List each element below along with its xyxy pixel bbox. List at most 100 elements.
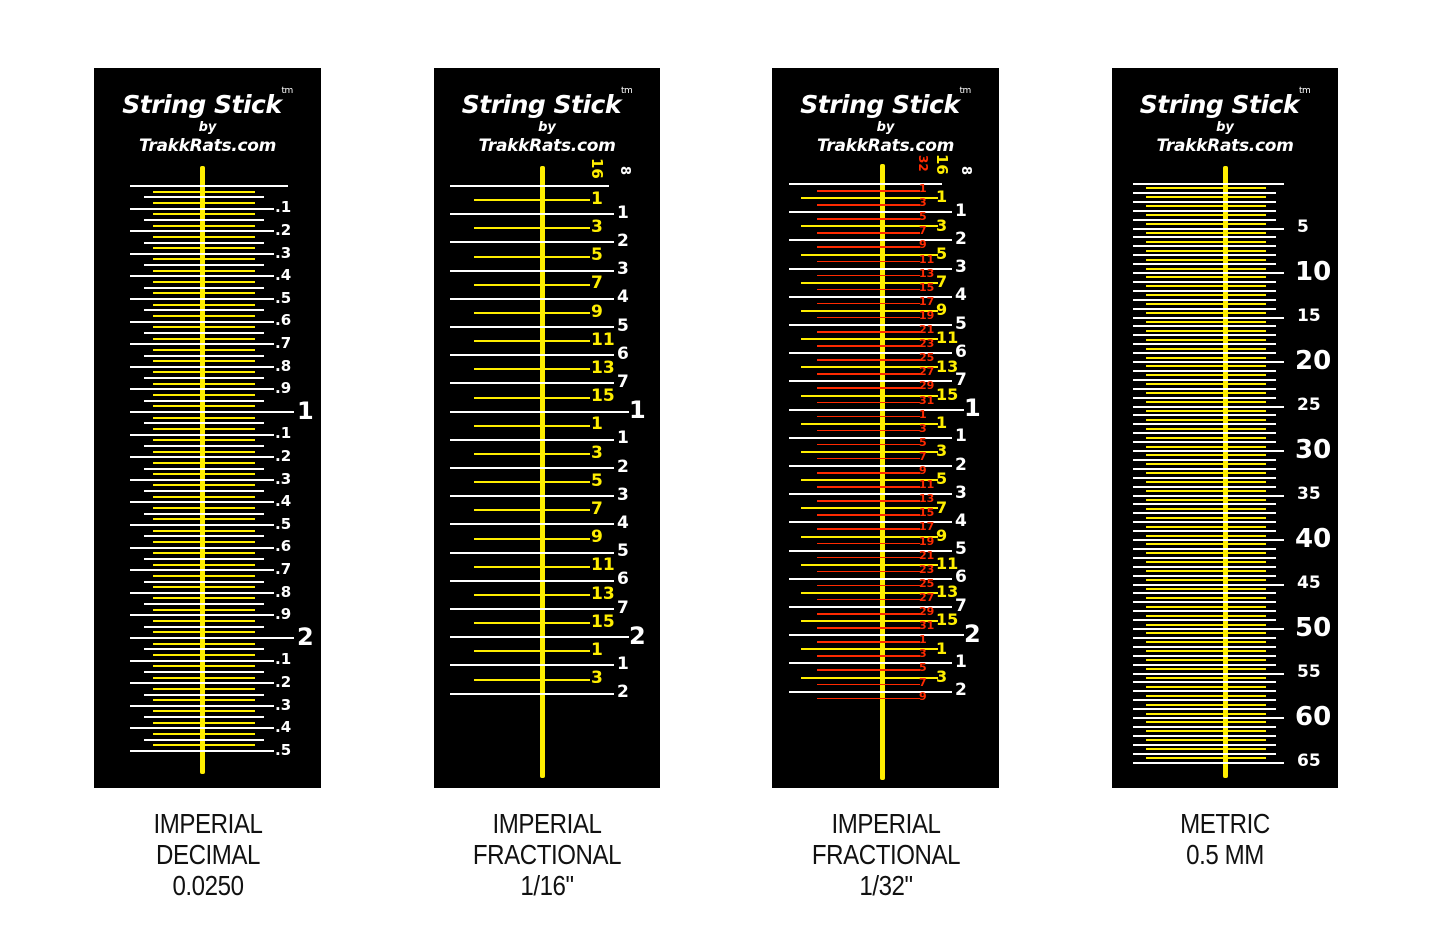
mm-tick: [1133, 414, 1276, 417]
fortieth-tick: [153, 201, 255, 204]
twentieth-tick: [144, 512, 264, 515]
half-mm-tick: [1146, 498, 1266, 501]
sixteenth-tick: [801, 309, 938, 312]
half-mm-tick: [1146, 214, 1266, 217]
sixteenth-tick: [801, 535, 938, 538]
half-mm-tick: [1146, 276, 1266, 279]
half-mm-tick: [1146, 712, 1266, 715]
sixteenth-label: 15: [591, 611, 615, 632]
thirtysecond-label: 17: [919, 520, 935, 534]
thirtysecond-tick: [817, 472, 920, 474]
mm-tick: [1133, 636, 1276, 639]
brand-by: by: [198, 120, 217, 135]
eighth-label: 5: [955, 313, 967, 334]
thirtysecond-label: 21: [919, 323, 935, 336]
sixteenth-tick: [474, 593, 590, 596]
mm-tick: [1133, 690, 1276, 693]
eighth-label: 3: [617, 259, 629, 280]
sixteenth-label: 1: [936, 187, 948, 207]
fortieth-tick: [153, 733, 255, 736]
twentieth-tick: [144, 309, 264, 312]
eighth-label: 7: [617, 597, 629, 618]
tenth-label: .7: [275, 333, 292, 352]
eighth-tick: [450, 608, 614, 610]
thirtysecond-tick: [817, 570, 920, 573]
mm-tick: [1133, 432, 1276, 435]
fortieth-tick: [153, 461, 255, 464]
eighth-tick: [450, 579, 614, 582]
half-mm-tick: [1146, 338, 1266, 341]
tenth-tick: [130, 388, 274, 391]
half-mm-tick: [1146, 668, 1266, 671]
eighth-tick: [450, 326, 614, 328]
fortieth-tick: [153, 540, 255, 543]
mm-label: 15: [1297, 306, 1321, 327]
tenth-label: .3: [275, 469, 292, 488]
inch-label: 1: [629, 396, 646, 425]
tenth-tick: [130, 682, 274, 685]
thirtysecond-label: 25: [919, 576, 935, 590]
half-mm-tick: [1146, 650, 1266, 653]
brand-title-text: String Stick: [800, 90, 960, 119]
fortieth-tick: [153, 190, 255, 193]
fortieth-tick: [153, 427, 255, 430]
center-spine-line: [200, 166, 205, 774]
eighth-tick: [450, 495, 614, 498]
tenth-tick: [130, 727, 274, 730]
thirtysecond-label: 19: [919, 308, 935, 322]
caption-imperial-fractional-16: IMPERIAL FRACTIONAL 1/16": [435, 808, 659, 901]
half-mm-tick: [1146, 249, 1266, 252]
half-mm-tick: [1146, 561, 1266, 564]
half-mm-tick: [1146, 623, 1266, 626]
half-mm-tick: [1146, 303, 1266, 306]
eighth-label: 2: [617, 231, 629, 252]
tenth-tick: [130, 614, 274, 617]
thirtysecond-label: 1: [919, 182, 927, 195]
sixteenth-tick: [801, 197, 938, 200]
mm-label: 65: [1297, 751, 1321, 772]
twentieth-tick: [144, 196, 264, 199]
tenth-tick: [130, 704, 274, 707]
sixteenth-label: 13: [591, 583, 615, 604]
inch-tick: [789, 634, 964, 637]
fortieth-tick: [153, 495, 255, 498]
eighth-label: 7: [955, 595, 967, 616]
sixteenth-label: 13: [936, 582, 959, 602]
caption-line: 0.5 MM: [1186, 839, 1264, 870]
thirtysecond-tick: [817, 302, 920, 305]
thirtysecond-label: 9: [919, 238, 927, 252]
sixteenth-label: 9: [591, 527, 603, 548]
caption-line: FRACTIONAL: [811, 839, 960, 870]
caption-line: IMPERIAL: [831, 808, 940, 839]
inch-tick: [450, 410, 629, 413]
sixteenth-tick: [474, 622, 590, 625]
half-mm-tick: [1146, 632, 1266, 635]
half-mm-tick: [1146, 294, 1266, 297]
tenth-tick: [130, 230, 274, 233]
eighth-tick: [450, 213, 614, 216]
half-mm-tick: [1146, 676, 1266, 679]
eighth-tick: [450, 551, 614, 554]
thirtysecond-label: 3: [919, 421, 927, 435]
fortieth-tick: [153, 281, 255, 284]
mm-tick: [1133, 663, 1276, 666]
sixteenth-tick: [801, 225, 938, 228]
thirtysecond-tick: [817, 373, 920, 375]
sixteenth-tick: [474, 452, 590, 455]
eighth-label: 1: [955, 652, 967, 673]
twentieth-tick: [144, 467, 264, 470]
tenth-label: .1: [275, 424, 292, 443]
sixteenth-tick: [801, 281, 938, 284]
metric-ruler-stick: String Sticktm by TrakkRats.com 5 10 15 20 25 30…: [1112, 68, 1338, 788]
half-mm-tick: [1146, 659, 1266, 662]
tenth-tick: [130, 478, 274, 481]
inch-tick: [130, 411, 294, 413]
thirtysecond-label: 23: [919, 337, 935, 351]
ten-mm-tick: [1133, 361, 1284, 363]
tenth-label: .2: [275, 446, 292, 465]
tenth-label: .2: [275, 220, 292, 239]
twentieth-tick: [144, 422, 264, 425]
tenth-label: .7: [275, 559, 292, 578]
fortieth-tick: [153, 382, 255, 385]
fortieth-tick: [153, 518, 255, 521]
